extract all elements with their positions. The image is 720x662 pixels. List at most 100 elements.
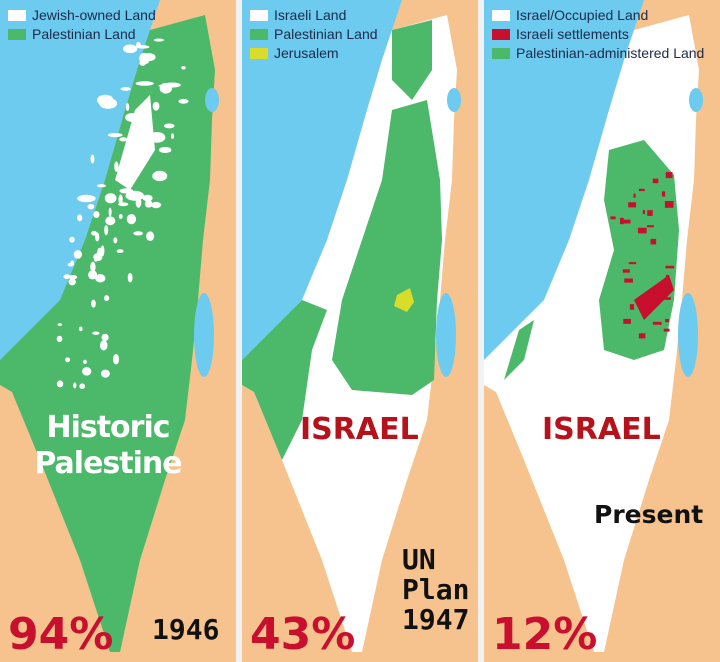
jewish-owned-plot [114, 161, 119, 172]
israeli-settlement [652, 178, 659, 184]
year-line: 1947 [402, 603, 470, 636]
jewish-owned-plot [151, 201, 162, 209]
israeli-settlement [638, 333, 646, 339]
legend-label: Palestinian Land [32, 26, 136, 42]
israeli-settlement [647, 210, 653, 216]
legend-label: Jerusalem [274, 45, 339, 61]
mediterranean-sea [242, 0, 402, 360]
jewish-owned-plot [95, 274, 106, 283]
legend-label: Israeli settlements [516, 26, 629, 42]
israeli-settlement [622, 219, 631, 224]
legend-item: Palestinian Land [250, 25, 378, 44]
jewish-owned-plot [82, 366, 92, 376]
legend-label: Palestinian-administered Land [516, 45, 705, 61]
dead-sea [436, 293, 456, 377]
israeli-settlement [633, 193, 636, 198]
jewish-owned-plot [99, 340, 108, 351]
dead-sea [678, 293, 698, 377]
jewish-owned-plot [139, 52, 148, 64]
israel-label: ISRAEL [542, 412, 661, 447]
legend-item: Jerusalem [250, 44, 378, 63]
jewish-owned-plot [65, 357, 71, 363]
jewish-owned-plot [93, 210, 100, 219]
israeli-settlement [665, 318, 669, 323]
jewish-owned-plot [104, 295, 110, 302]
israeli-settlement [638, 188, 645, 192]
israeli-settlement [629, 304, 635, 310]
panel-1946: Jewish-owned Land Palestinian Land Histo… [0, 0, 236, 662]
legend: Jewish-owned Land Palestinian Land [8, 6, 156, 44]
jewish-owned-plot [159, 82, 173, 94]
jewish-owned-plot [178, 98, 189, 104]
legend-item: Israeli settlements [492, 25, 706, 44]
israeli-settlement [624, 278, 633, 283]
map-1947 [242, 0, 478, 662]
israeli-settlement [664, 201, 674, 208]
legend: Israeli Land Palestinian Land Jerusalem [250, 6, 378, 63]
palestinian-area-west-bank [332, 100, 442, 395]
jewish-owned-plot [70, 260, 75, 266]
jewish-owned-plot [115, 95, 155, 190]
jewish-owned-plot [123, 44, 138, 54]
jewish-owned-plot [91, 230, 97, 236]
israeli-settlement [634, 275, 674, 320]
israeli-settlement [628, 202, 637, 208]
dead-sea [194, 293, 214, 377]
year-label: UN Plan 1947 [402, 545, 469, 635]
israeli-settlement [610, 216, 616, 220]
israeli-settlement [665, 172, 673, 179]
jewish-owned-plot [83, 359, 87, 365]
legend-label: Jewish-owned Land [32, 7, 156, 23]
mediterranean-sea [0, 0, 160, 360]
jewish-owned-plot [142, 194, 153, 202]
jewish-owned-plot [113, 237, 118, 244]
israeli-settlement [665, 265, 675, 269]
jewish-owned-plot [57, 323, 62, 327]
year-label: Present [594, 500, 704, 529]
jewish-owned-plot [120, 87, 131, 91]
jewish-owned-plot [105, 216, 116, 226]
sea-of-galilee [447, 88, 461, 112]
israeli-settlement [623, 318, 631, 324]
legend-item: Israel/Occupied Land [492, 6, 706, 25]
year-line: UN [402, 543, 436, 576]
legend-label: Palestinian Land [274, 26, 378, 42]
palestinian-area-galilee [392, 20, 432, 100]
israeli-settlement [628, 262, 637, 265]
jewish-owned-plot [153, 38, 165, 42]
legend-label: Israeli Land [274, 7, 347, 23]
jewish-owned-plot [112, 353, 120, 365]
jewish-owned-plot [90, 154, 95, 164]
jewish-owned-plot [152, 101, 160, 111]
israeli-settlement [637, 227, 647, 234]
israeli-settlement [663, 328, 670, 332]
jewish-owned-plot [135, 42, 141, 48]
jewish-owned-plot [56, 380, 64, 388]
jewish-owned-plot [118, 214, 123, 220]
israeli-settlement [642, 210, 646, 215]
israeli-settlement [619, 217, 624, 225]
jewish-owned-plot [104, 225, 109, 236]
jewish-owned-plot [68, 278, 76, 286]
jewish-owned-plot [145, 200, 152, 204]
jewish-owned-plot [118, 202, 129, 207]
jewish-owned-plot [163, 123, 175, 129]
israeli-settlement [650, 238, 657, 245]
jewish-owned-plot [116, 249, 124, 253]
jewish-owned-plot [104, 193, 117, 204]
percent-label: 12% [492, 609, 598, 660]
percent-label: 43% [250, 609, 356, 660]
year-line: Plan [402, 573, 470, 606]
jewish-owned-plot [100, 245, 105, 257]
israeli-settlement [652, 321, 661, 325]
jewish-owned-plot [101, 333, 109, 342]
year-label: 1946 [152, 613, 220, 646]
jewish-owned-plot [88, 270, 98, 280]
palestinian-area-gaza [242, 300, 327, 460]
jerusalem [394, 288, 414, 312]
jewish-owned-plot [77, 194, 96, 203]
jewish-owned-plot [73, 250, 83, 259]
jewish-owned-plot [93, 257, 98, 262]
jewish-owned-plot [118, 194, 123, 205]
jewish-owned-plot [107, 133, 123, 138]
